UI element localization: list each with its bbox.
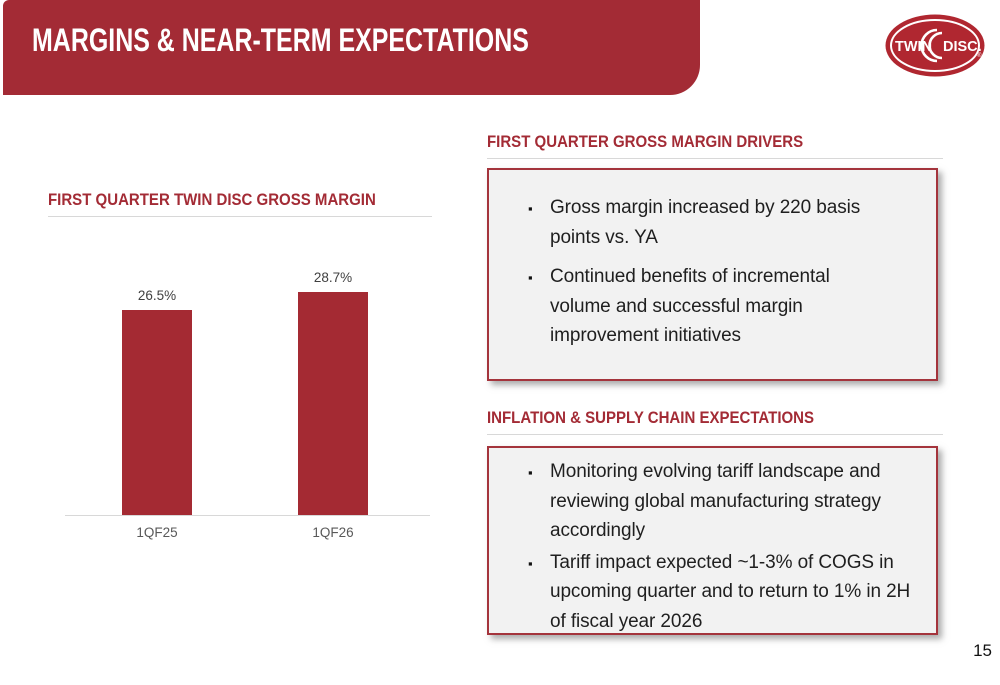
chart-heading: FIRST QUARTER TWIN DISC GROSS MARGIN xyxy=(48,191,432,217)
bullet-item: Continued benefits of incremental volume… xyxy=(489,262,936,351)
bullet-item: Monitoring evolving tariff landscape and… xyxy=(489,457,936,546)
logo-disc-mark-inner xyxy=(928,31,943,60)
bar xyxy=(122,310,192,515)
gross-margin-bar-chart: 26.5% 1QF25 28.7% 1QF26 xyxy=(65,258,430,540)
bar xyxy=(298,292,368,515)
logo-disc-mark-outer xyxy=(920,28,938,63)
section-heading-inflation-supply-chain: INFLATION & SUPPLY CHAIN EXPECTATIONS xyxy=(487,409,943,435)
category-label: 1QF25 xyxy=(136,525,178,540)
section-heading-gross-margin-drivers: FIRST QUARTER GROSS MARGIN DRIVERS xyxy=(487,133,943,159)
gross-margin-drivers-card: Gross margin increased by 220 basis poin… xyxy=(487,168,938,381)
section-heading-label: INFLATION & SUPPLY CHAIN EXPECTATIONS xyxy=(487,409,815,427)
section-heading-label: FIRST QUARTER GROSS MARGIN DRIVERS xyxy=(487,133,804,151)
bullet-item: Gross margin increased by 220 basis poin… xyxy=(489,193,936,252)
logo-text-disc: DISC. xyxy=(943,39,982,55)
logo-registered-mark: ® xyxy=(977,52,982,59)
bar-value-label: 26.5% xyxy=(137,288,177,303)
bullet-list: Monitoring evolving tariff landscape and… xyxy=(489,448,936,636)
category-label: 1QF26 xyxy=(312,525,354,540)
title-banner: MARGINS & NEAR-TERM EXPECTATIONS xyxy=(3,0,700,95)
bar-value-label: 28.7% xyxy=(313,270,353,285)
inflation-supply-chain-card: Monitoring evolving tariff landscape and… xyxy=(487,446,938,635)
page-number: 15 xyxy=(973,641,992,660)
twin-disc-logo: TWIN DISC. ® xyxy=(885,14,985,77)
logo-text-twin: TWIN xyxy=(895,39,932,55)
bullet-item: Tariff impact expected ~1-3% of COGS in … xyxy=(489,548,936,637)
slide-title: MARGINS & NEAR-TERM EXPECTATIONS xyxy=(32,22,529,58)
logo-ellipse xyxy=(885,14,985,77)
bullet-list: Gross margin increased by 220 basis poin… xyxy=(489,170,936,351)
chart-heading-label: FIRST QUARTER TWIN DISC GROSS MARGIN xyxy=(48,191,376,209)
logo-inner-ring xyxy=(890,19,980,72)
